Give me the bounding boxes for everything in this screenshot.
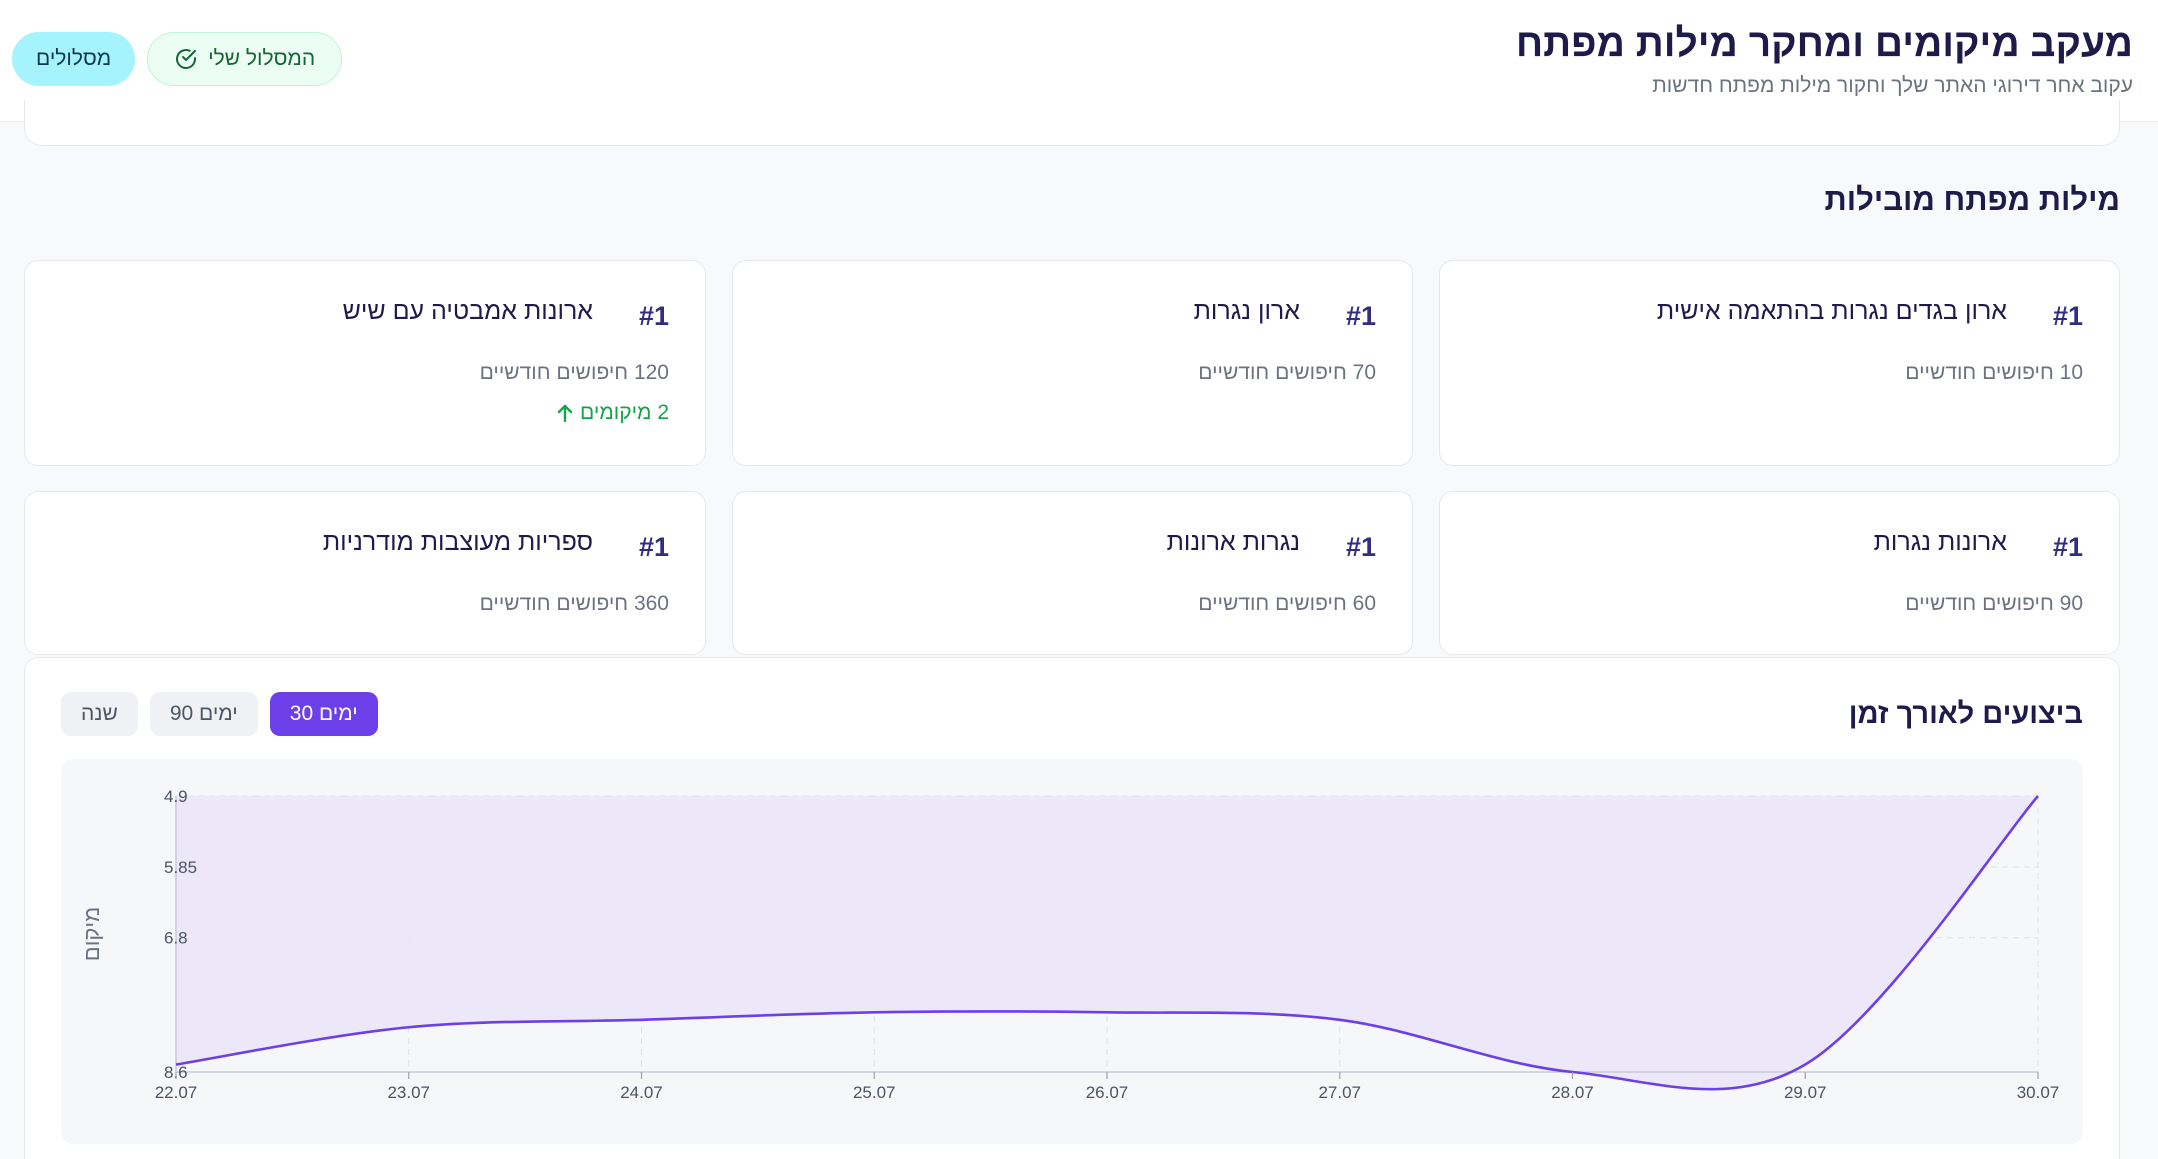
keyword-name: נגרות ארונות bbox=[1166, 528, 1300, 556]
keyword-card[interactable]: #1 ספריות מעוצבות מודרניות 360 חיפושים ח… bbox=[24, 491, 706, 655]
my-route-button[interactable]: המסלול שלי bbox=[147, 32, 343, 86]
keyword-card[interactable]: #1 נגרות ארונות 60 חיפושים חודשיים bbox=[732, 491, 1413, 655]
y-tick-label: 5.85 bbox=[164, 858, 197, 877]
keyword-volume: 90 חיפושים חודשיים bbox=[1905, 592, 2083, 615]
x-tick-label: 29.07 bbox=[1784, 1083, 1827, 1102]
keyword-card[interactable]: #1 ארון נגרות 70 חיפושים חודשיים bbox=[732, 260, 1413, 466]
arrow-up-icon bbox=[557, 404, 573, 423]
x-tick-label: 30.07 bbox=[2017, 1083, 2060, 1102]
y-tick-label: 4.9 bbox=[164, 787, 188, 806]
range-tabs: שנה 90 ימים 30 ימים bbox=[61, 692, 378, 736]
top-keywords-title: מילות מפתח מובילות bbox=[1824, 182, 2120, 217]
x-tick-label: 23.07 bbox=[387, 1083, 430, 1102]
previous-card-edge bbox=[24, 100, 2120, 146]
keyword-rank: #1 bbox=[638, 532, 669, 562]
keyword-volume: 60 חיפושים חודשיים bbox=[1198, 592, 1376, 615]
x-tick-label: 28.07 bbox=[1551, 1083, 1594, 1102]
tab-90-days[interactable]: 90 ימים bbox=[149, 692, 258, 736]
keyword-card[interactable]: #1 ארונות נגרות 90 חיפושים חודשיים bbox=[1439, 491, 2120, 655]
rank-change-label: 2 מיקומים bbox=[580, 401, 669, 424]
my-route-label: המסלול שלי bbox=[208, 47, 316, 70]
rank-change: 2 מיקומים bbox=[556, 401, 669, 425]
position-chart-svg: 4.95.856.88.622.07 23.07 24.07 25.07 26.07 27… bbox=[79, 787, 2060, 1102]
keyword-card[interactable]: #1 ארונות אמבטיה עם שיש 120 חיפושים חודש… bbox=[24, 260, 706, 466]
chart-area-fill bbox=[176, 796, 2038, 1090]
tab-30-days[interactable]: 30 ימים bbox=[269, 692, 378, 736]
keyword-name: ארונות אמבטיה עם שיש bbox=[342, 297, 593, 325]
keyword-rank: #1 bbox=[638, 301, 669, 331]
tab-year[interactable]: שנה bbox=[61, 692, 138, 736]
check-circle-icon bbox=[176, 49, 197, 69]
performance-chart: 4.9 5.85 6.8 8.6 22.07 23.07 24.07 25.07 26.07 27… bbox=[61, 759, 2083, 1144]
x-tick-label: 27.07 bbox=[1318, 1083, 1361, 1102]
y-tick-label: 6.8 bbox=[164, 929, 188, 948]
y-axis-label: מיקום bbox=[79, 907, 104, 961]
routes-button[interactable]: מסלולים bbox=[12, 32, 136, 86]
keyword-volume: 70 חיפושים חודשיים bbox=[1198, 361, 1376, 384]
header-actions: המסלול שלי מסלולים bbox=[12, 32, 343, 86]
keyword-card[interactable]: #1 ארון בגדים נגרות בהתאמה אישית 10 חיפו… bbox=[1439, 260, 2120, 466]
page-title: מעקב מיקומים ומחקר מילות מפתח bbox=[1515, 22, 2133, 65]
series-line bbox=[175, 795, 2039, 1091]
keyword-volume: 10 חיפושים חודשיים bbox=[1905, 361, 2083, 384]
keyword-name: ארונות נגרות bbox=[1873, 528, 2007, 556]
header-titles: מעקב מיקומים ומחקר מילות מפתח עקוב אחר ד… bbox=[1516, 20, 2133, 98]
keyword-name: ארון נגרות bbox=[1193, 297, 1300, 325]
keyword-rank: #1 bbox=[2052, 301, 2083, 331]
page-subtitle: עקוב אחר דירוגי האתר שלך וחקור מילות מפת… bbox=[1652, 74, 2133, 97]
x-tick-label: 24.07 bbox=[620, 1083, 663, 1102]
keyword-rank: #1 bbox=[1345, 301, 1376, 331]
keyword-volume: 360 חיפושים חודשיים bbox=[479, 592, 669, 615]
keyword-rank: #1 bbox=[2052, 532, 2083, 562]
keyword-volume: 120 חיפושים חודשיים bbox=[479, 361, 669, 384]
x-tick-label: 22.07 bbox=[155, 1083, 198, 1102]
keyword-rank: #1 bbox=[1345, 532, 1376, 562]
x-tick-label: 26.07 bbox=[1086, 1083, 1129, 1102]
keyword-name: ספריות מעוצבות מודרניות bbox=[322, 528, 593, 556]
performance-card: ביצועים לאורך זמן שנה 90 ימים 30 ימים 4.… bbox=[24, 657, 2120, 1159]
performance-title: ביצועים לאורך זמן bbox=[1848, 698, 2083, 730]
keyword-name: ארון בגדים נגרות בהתאמה אישית bbox=[1656, 297, 2007, 325]
x-tick-label: 25.07 bbox=[853, 1083, 896, 1102]
